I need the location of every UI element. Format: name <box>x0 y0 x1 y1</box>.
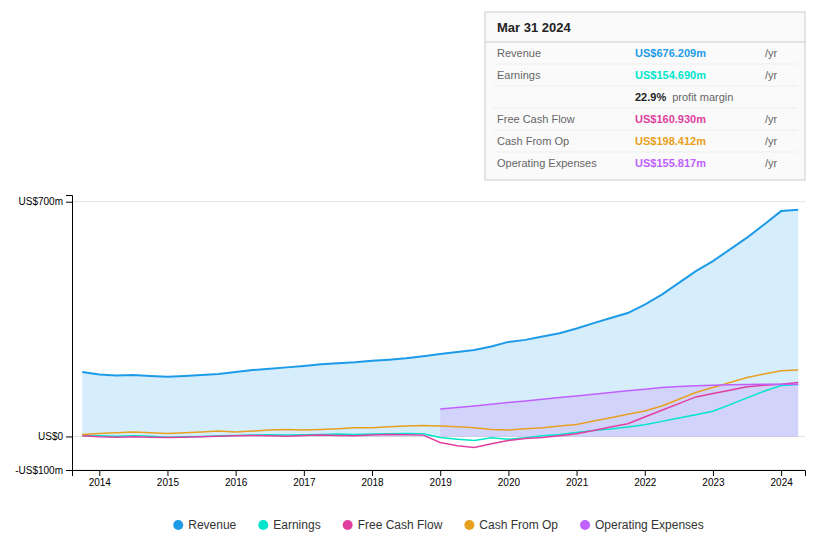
x-tick: 2016 <box>225 470 248 488</box>
info-box: Mar 31 2024 Revenue US$676.209m/yr Earnings… <box>485 12 805 180</box>
x-tick-label: 2019 <box>430 477 453 488</box>
x-tick-label: 2024 <box>771 477 794 488</box>
chart: 2014 2015 2016 2017 2018 2019 2020 2021 2022 2023… <box>0 0 821 560</box>
x-tick-mark <box>577 470 578 476</box>
x-axis-line <box>73 471 806 477</box>
area <box>82 210 798 437</box>
y-tick-mark <box>66 470 72 471</box>
annotation-value: US$154.690m <box>635 69 706 81</box>
x-tick-label: 2020 <box>498 477 521 488</box>
y-tick-mark <box>66 202 72 203</box>
annotation-suffix: /yr <box>765 157 778 169</box>
legend-label: Free Cash Flow <box>358 518 443 532</box>
x-tick: 2019 <box>430 470 453 488</box>
annotation-suffix: /yr <box>765 135 778 147</box>
annotation-label: Revenue <box>497 47 541 59</box>
x-tick-mark <box>167 470 168 476</box>
legend-item: Operating Expenses <box>580 518 704 532</box>
x-tick-mark <box>713 470 714 476</box>
x-tick-mark <box>99 470 100 476</box>
annotation-suffix: /yr <box>765 69 778 81</box>
legend-label: Cash From Op <box>479 518 558 532</box>
x-tick-mark <box>440 470 441 476</box>
y-tick-mark <box>66 436 72 437</box>
x-tick: 2014 <box>89 470 112 488</box>
annotation-suffix: profit margin <box>672 91 733 103</box>
x-tick-mark <box>304 470 305 476</box>
y-tick: -US$100m <box>15 465 72 476</box>
x-tick: 2021 <box>566 470 589 488</box>
legend-item: Free Cash Flow <box>343 518 443 532</box>
line <box>82 382 798 447</box>
x-tick-label: 2016 <box>225 477 248 488</box>
annotation-value: US$198.412m <box>635 135 706 147</box>
legend-label: Operating Expenses <box>595 518 704 532</box>
annotation-suffix: /yr <box>765 47 778 59</box>
x-tick-label: 2017 <box>293 477 316 488</box>
x-tick-mark <box>781 470 782 476</box>
info-box-row-separator <box>493 152 797 153</box>
x-tick: 2023 <box>702 470 725 488</box>
line <box>440 384 798 409</box>
info-box-row-separator <box>493 86 797 87</box>
annotation-value: 22.9% <box>635 91 666 103</box>
x-tick-label: 2014 <box>89 477 112 488</box>
x-axis: 2014 2015 2016 2017 2018 2019 2020 2021 2022 2023… <box>73 470 806 488</box>
info-box-row-separator <box>493 130 797 131</box>
legend-item: Revenue <box>173 518 236 532</box>
y-tick: US$0 <box>38 431 72 442</box>
x-tick-label: 2015 <box>157 477 180 488</box>
legend-marker <box>343 520 353 530</box>
legend-item: Cash From Op <box>464 518 558 532</box>
chart-container: 2014 2015 2016 2017 2018 2019 2020 2021 2022 2023… <box>0 0 821 560</box>
legend-marker <box>464 520 474 530</box>
legend-marker <box>258 520 268 530</box>
grid <box>72 202 805 470</box>
x-tick: 2017 <box>293 470 316 488</box>
x-tick-mark <box>645 470 646 476</box>
annotation-suffix: /yr <box>765 113 778 125</box>
annotation-label: Earnings <box>497 69 541 81</box>
x-tick: 2024 <box>771 470 794 488</box>
annotation-label: Cash From Op <box>497 135 569 147</box>
info-box-row-separator <box>493 108 797 109</box>
info-box-row-separator <box>493 64 797 65</box>
annotation-value: US$160.930m <box>635 113 706 125</box>
y-tick: US$700m <box>19 196 72 207</box>
y-tick-label: -US$100m <box>15 465 63 476</box>
annotation-value: US$155.817m <box>635 157 706 169</box>
annotation-label: Operating Expenses <box>497 157 597 169</box>
info-box-frame <box>485 12 805 180</box>
line <box>82 370 798 435</box>
y-tick-label: US$700m <box>19 196 63 207</box>
x-tick-mark <box>508 470 509 476</box>
line <box>82 210 798 377</box>
x-tick: 2020 <box>498 470 521 488</box>
x-tick: 2022 <box>634 470 657 488</box>
x-tick-mark <box>236 470 237 476</box>
annotation-value: US$676.209m <box>635 47 706 59</box>
x-tick-label: 2021 <box>566 477 589 488</box>
legend-label: Revenue <box>188 518 236 532</box>
legend-item: Earnings <box>258 518 320 532</box>
grid-line <box>72 201 805 202</box>
legend-label: Earnings <box>273 518 320 532</box>
info-box-separator <box>485 42 805 43</box>
x-tick: 2015 <box>157 470 180 488</box>
x-tick-label: 2022 <box>634 477 657 488</box>
y-axis: -US$100m US$0 US$700m <box>15 196 72 476</box>
annotation-label: Free Cash Flow <box>497 113 575 125</box>
x-tick-mark <box>372 470 373 476</box>
x-tick-label: 2018 <box>361 477 384 488</box>
x-tick-label: 2023 <box>702 477 725 488</box>
y-axis-line <box>66 196 73 471</box>
legend-marker <box>580 520 590 530</box>
plot-area <box>82 210 798 448</box>
y-tick-label: US$0 <box>38 431 63 442</box>
title: Mar 31 2024 <box>497 20 571 35</box>
x-tick: 2018 <box>361 470 384 488</box>
legend: Revenue Earnings Free Cash Flow Cash From O… <box>173 518 704 532</box>
legend-marker <box>173 520 183 530</box>
